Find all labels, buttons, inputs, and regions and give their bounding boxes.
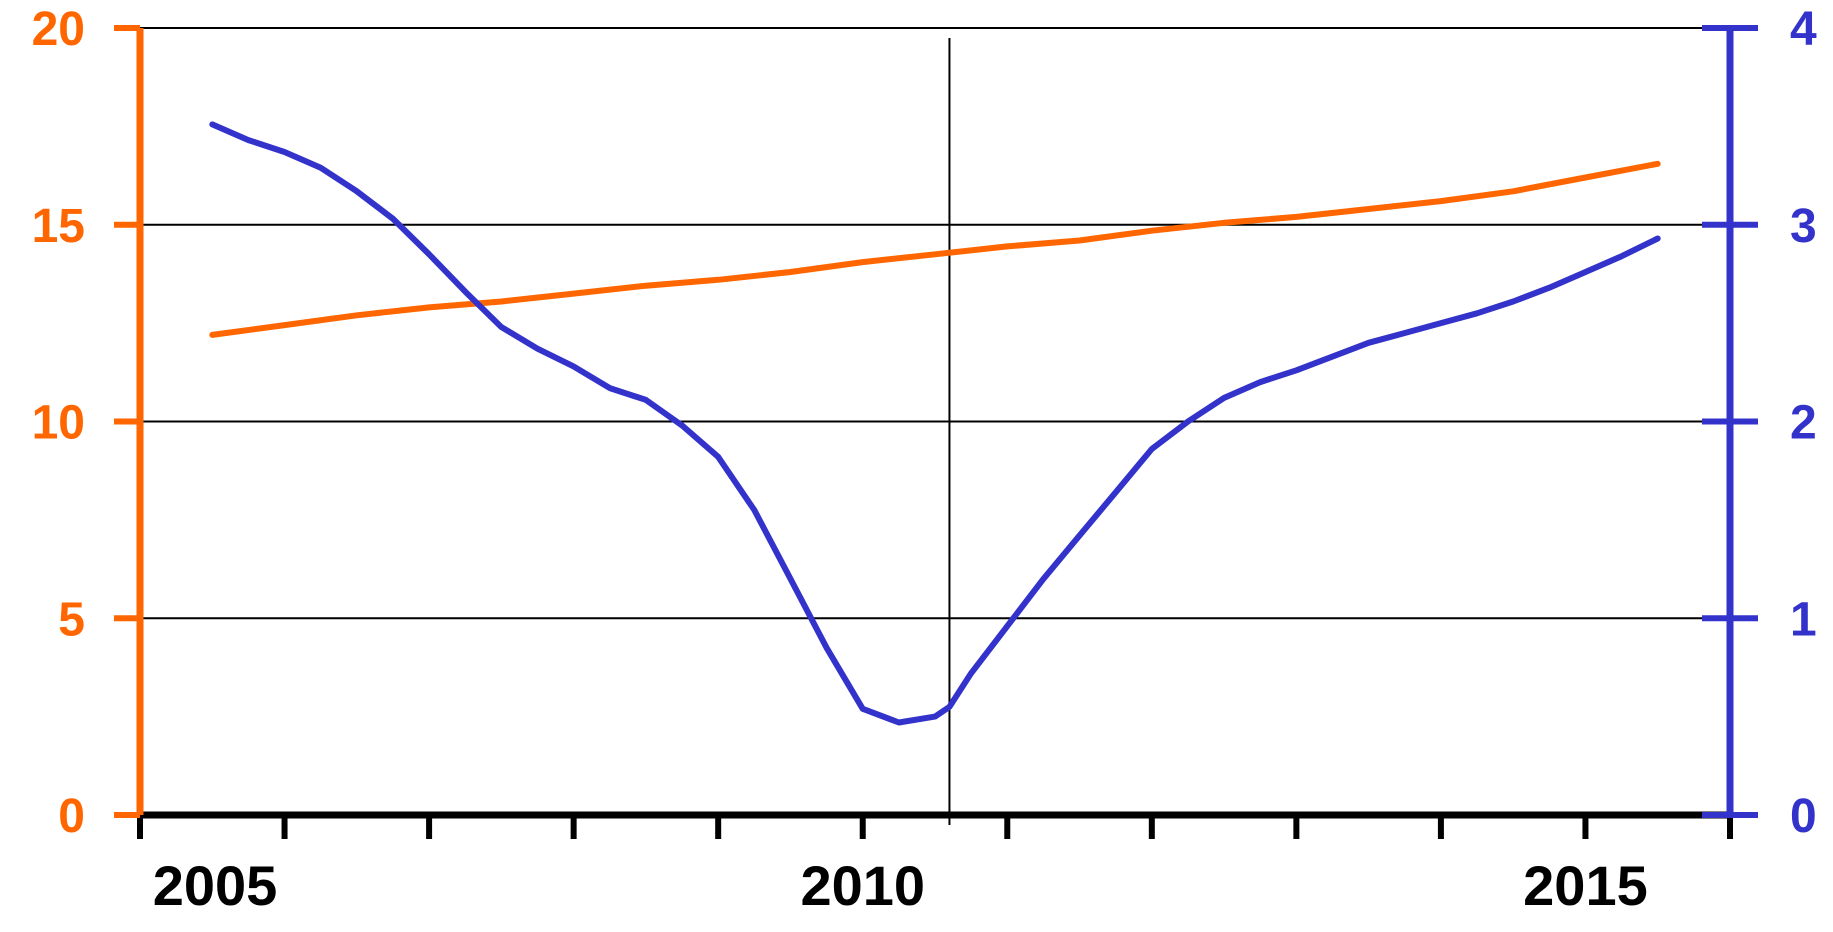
series-line-blue (209, 121, 1661, 726)
right-y-tick-label: 0 (1790, 790, 1817, 843)
left-y-tick-label: 10 (32, 397, 85, 450)
left-y-tick-label: 5 (58, 593, 85, 646)
left-y-tick-label: 20 (32, 3, 85, 56)
left-y-tick-label: 0 (58, 790, 85, 843)
right-y-tick-label: 3 (1790, 200, 1817, 253)
right-y-tick-label: 2 (1790, 397, 1817, 450)
x-tick-label: 2005 (153, 854, 278, 917)
series-layer (209, 121, 1661, 726)
gridlines (140, 27, 1730, 620)
x-tick-label: 2015 (1523, 854, 1648, 917)
right-y-tick-label: 1 (1790, 593, 1817, 646)
x-tick-label: 2010 (800, 854, 925, 917)
right-y-tick-label: 4 (1790, 3, 1817, 56)
axes (114, 25, 1758, 839)
tick-labels: 0 5 10 15 20 0 1 2 3 4 2005 2010 2015 (32, 3, 1817, 917)
left-y-tick-label: 15 (32, 200, 85, 253)
series-line-orange (209, 160, 1661, 338)
